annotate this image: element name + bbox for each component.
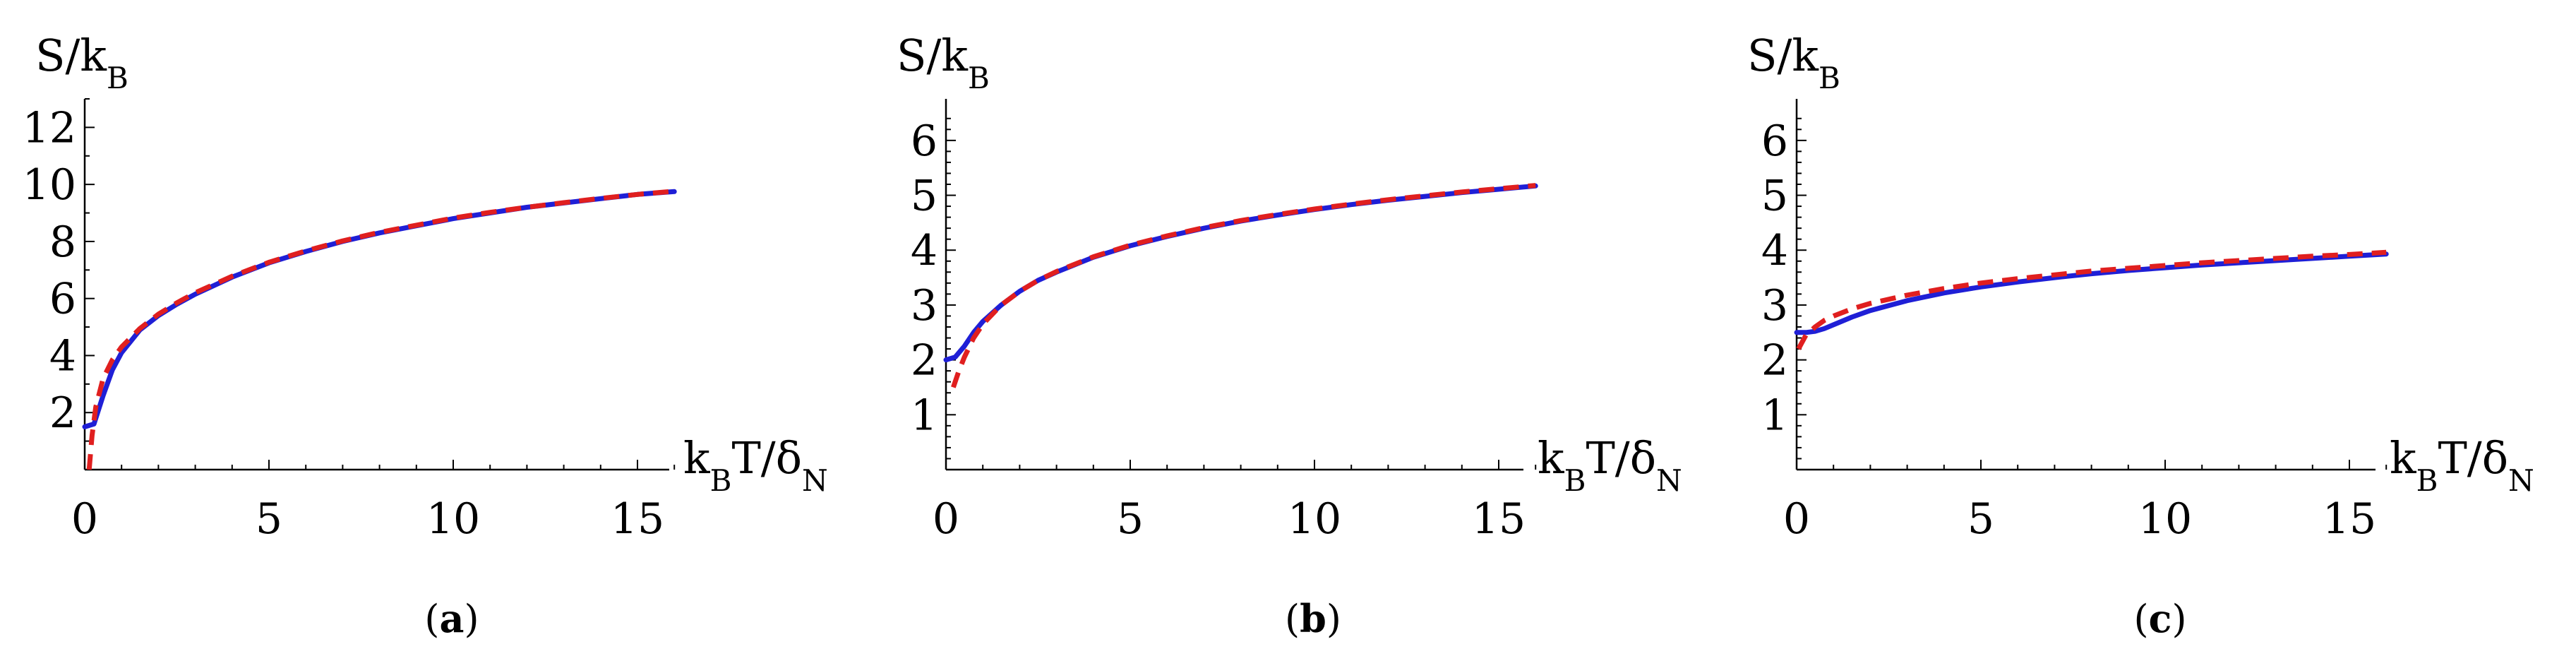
x-tick-label: 5 (256, 494, 282, 544)
series-line-solid (82, 189, 677, 429)
x-tick-label: 0 (71, 494, 98, 544)
y-tick-label: 5 (911, 172, 937, 221)
y-axis-label: S/kB (897, 30, 990, 95)
panel-label: (c) (2133, 596, 2186, 641)
x-axis-label: kBT/δN (1538, 432, 1682, 498)
y-tick-label: 2 (49, 388, 76, 438)
y-tick-label: 6 (911, 117, 937, 166)
series-line-dashed (951, 183, 1536, 388)
y-tick-label: 1 (1761, 391, 1788, 440)
x-tick-label: 10 (2138, 494, 2192, 544)
y-tick-label: 4 (911, 226, 937, 275)
series-line-solid (943, 183, 1538, 363)
x-tick-label: 0 (1783, 494, 1810, 544)
x-tick-label: 5 (1117, 494, 1144, 544)
y-tick-label: 1 (911, 391, 937, 440)
y-tick-label: 2 (1761, 336, 1788, 386)
y-tick-label: 3 (1761, 281, 1788, 330)
y-tick-label: 3 (911, 281, 937, 330)
y-tick-label: 2 (911, 336, 937, 386)
y-tick-label: 10 (23, 160, 76, 210)
series-line-dashed (1796, 249, 2387, 350)
x-tick-label: 0 (933, 494, 959, 544)
x-tick-label: 15 (611, 494, 664, 544)
chart-panel-a: 0 5 10 15 2 4 6 8 10 12 S/kB kBT/δN (a) (23, 30, 828, 641)
panel-label: (b) (1285, 596, 1341, 641)
y-tick-label: 8 (49, 218, 76, 267)
x-tick-label: 5 (1967, 494, 1994, 544)
y-tick-label: 6 (49, 275, 76, 324)
series-line-dashed (86, 189, 675, 470)
x-axis-label: kBT/δN (683, 432, 828, 498)
y-tick-label: 6 (1761, 117, 1788, 166)
y-tick-label: 5 (1761, 172, 1788, 221)
x-tick-label: 15 (2323, 494, 2376, 544)
chart-panel-c: 0 5 10 15 1 2 3 4 5 6 S/kB kBT/δN (c) (1747, 30, 2534, 641)
y-tick-label: 12 (23, 103, 76, 153)
y-axis-label: S/kB (1747, 30, 1840, 95)
y-tick-label: 4 (1761, 226, 1788, 275)
x-tick-label: 15 (1472, 494, 1526, 544)
x-tick-label: 10 (1288, 494, 1341, 544)
series-line-solid (1794, 251, 2389, 335)
chart-panel-b: 0 5 10 15 1 2 3 4 5 6 S/kB kBT/δN (b) (897, 30, 1682, 641)
panel-label: (a) (424, 596, 479, 641)
x-axis-label: kBT/δN (2390, 432, 2534, 498)
y-axis-label: S/kB (35, 30, 128, 95)
x-tick-label: 10 (426, 494, 480, 544)
y-tick-label: 4 (49, 331, 76, 381)
